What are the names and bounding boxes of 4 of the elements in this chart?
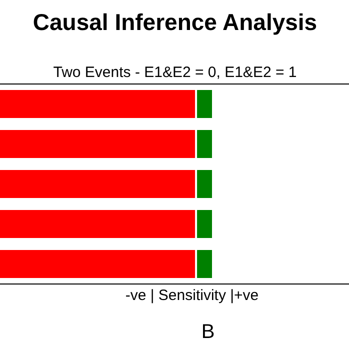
x-axis-title: -ve | Sensitivity |+ve (125, 287, 259, 304)
chart-subtitle: Two Events - E1&E2 = 0, E1&E2 = 1 (53, 64, 297, 81)
text: B (201, 321, 215, 343)
chart-title: Causal Inference Analysis (32, 9, 318, 35)
